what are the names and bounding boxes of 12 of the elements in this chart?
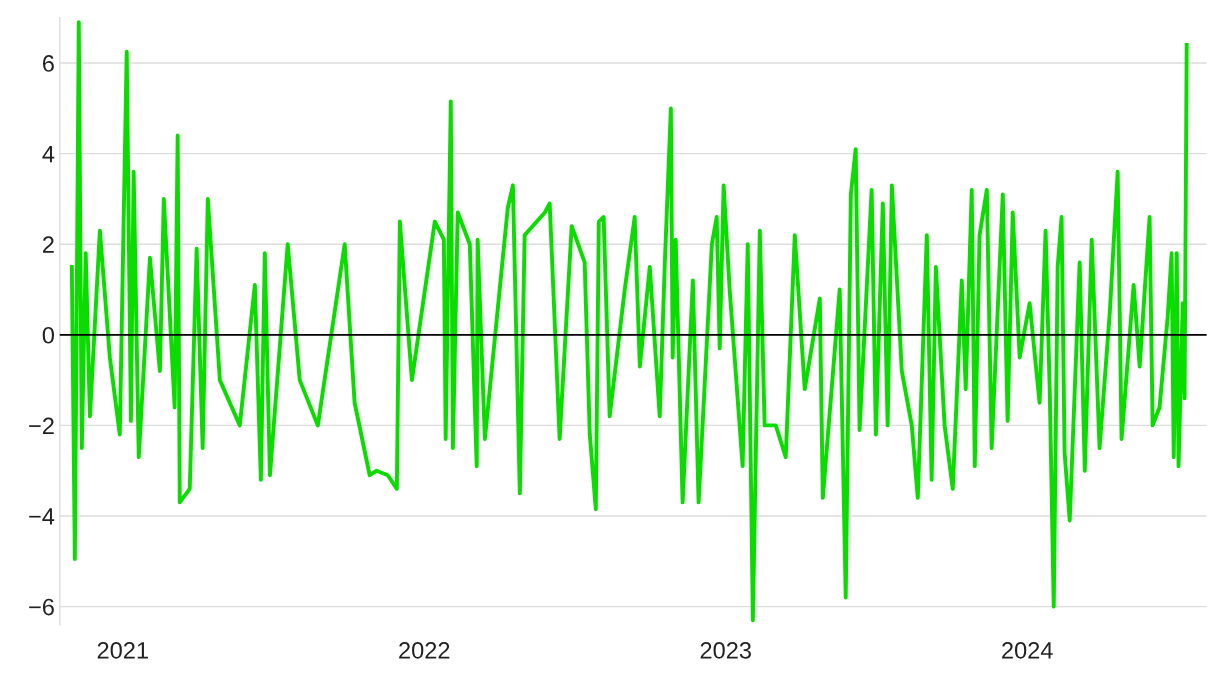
y-tick-label: 2 (42, 236, 54, 253)
y-tick-label: −4 (29, 508, 55, 525)
y-tick-label: 4 (42, 145, 55, 163)
y-tick-label: 0 (42, 326, 54, 344)
line-series (69, 20, 1189, 623)
x-tick-label: 2023 (700, 642, 751, 659)
x-tick-label: 2024 (1002, 642, 1053, 659)
x-tick-label: 2021 (97, 642, 148, 659)
x-tick-label: 2022 (399, 642, 450, 659)
y-tick-label: 6 (42, 55, 54, 72)
y-tick-label: −6 (29, 598, 54, 616)
y-tick-label: −2 (29, 417, 54, 434)
